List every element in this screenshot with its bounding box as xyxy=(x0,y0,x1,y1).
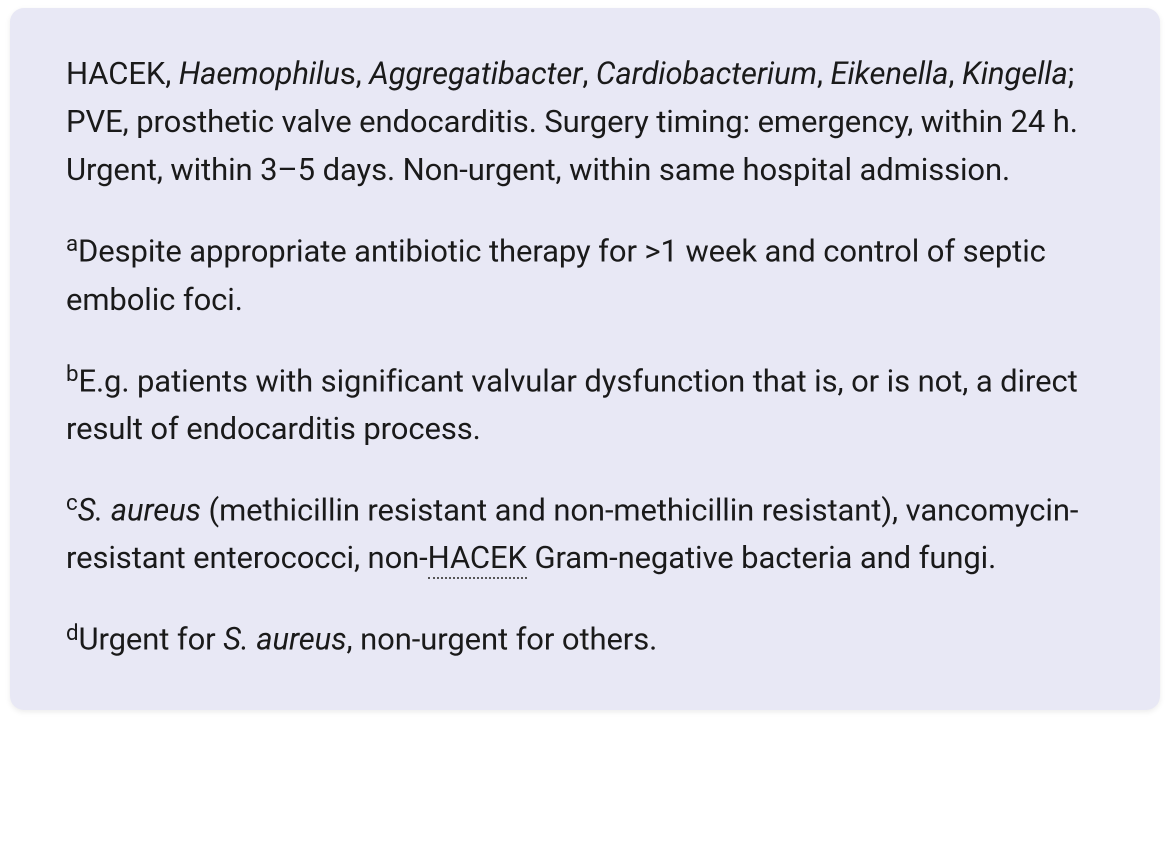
footnote-b: bE.g. patients with significant valvular… xyxy=(66,356,1104,453)
text: Despite appropriate antibiotic therapy f… xyxy=(66,232,1046,317)
footnote-a: aDespite appropriate antibiotic therapy … xyxy=(66,226,1104,323)
italic-text: Aggregatibacter xyxy=(369,55,582,92)
italic-text: Cardiobacterium xyxy=(596,55,817,92)
footnote-card: HACEK, Haemophilus, Aggregatibacter, Car… xyxy=(10,8,1160,710)
footnote-marker-b: b xyxy=(66,361,78,387)
text: , xyxy=(582,55,596,92)
text: s, xyxy=(340,55,370,92)
italic-text: S. aureus xyxy=(223,621,346,658)
text: , non-urgent for others. xyxy=(347,621,658,658)
text: , xyxy=(817,55,831,92)
intro-paragraph: HACEK, Haemophilus, Aggregatibacter, Car… xyxy=(66,50,1104,194)
text: Urgent for xyxy=(78,621,223,658)
footnote-d: dUrgent for S. aureus, non-urgent for ot… xyxy=(66,614,1104,663)
footnote-marker-d: d xyxy=(66,620,78,646)
footnote-marker-c: c xyxy=(66,490,78,516)
text: Gram-negative bacteria and fungi. xyxy=(527,539,996,576)
text: E.g. patients with significant valvular … xyxy=(66,362,1078,447)
italic-text: Kingella xyxy=(962,55,1068,92)
footnote-c: cS. aureus (methicillin resistant and no… xyxy=(66,485,1104,582)
italic-text: Eikenella xyxy=(830,55,948,92)
footnote-marker-a: a xyxy=(66,231,78,257)
dotted-underline-text: HACEK xyxy=(428,539,527,579)
italic-text: S. aureus xyxy=(78,491,201,528)
text: , xyxy=(948,55,962,92)
italic-text: Haemophilu xyxy=(179,55,340,92)
text: HACEK, xyxy=(66,55,179,92)
